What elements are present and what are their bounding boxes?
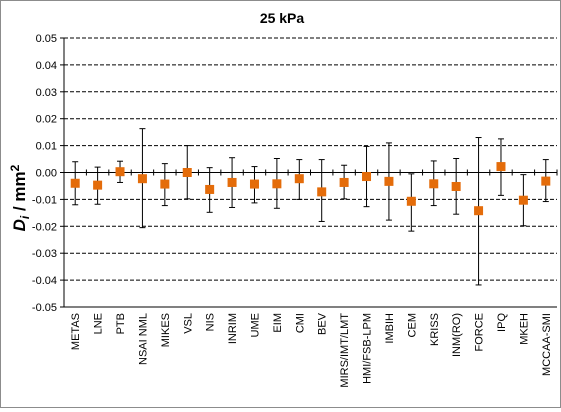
data-point (541, 176, 551, 186)
x-tick-label: IPQ (496, 313, 508, 332)
y-tick-label: -0.03 (32, 248, 57, 260)
data-point (384, 176, 394, 186)
data-point (496, 162, 506, 172)
chart-title: 25 kPa (260, 10, 305, 26)
x-tick-label: EIM (272, 313, 284, 333)
data-point (137, 174, 147, 184)
y-tick-label: -0.02 (32, 221, 57, 233)
y-axis-title-sub: i (18, 215, 32, 219)
gridlines (64, 37, 557, 281)
x-tick-label: NIS (205, 313, 217, 331)
x-tick-label: PTB (115, 313, 127, 334)
x-tick-label: MIRS/IMT/LMT (339, 313, 351, 388)
y-tick-label: -0.01 (32, 194, 57, 206)
x-tick-label: HMI/FSB-LPM (362, 313, 374, 384)
y-tick-labels: 0.05 0.04 0.03 0.02 0.01 0.00 -0.01 -0.02 -0.03 -… (32, 33, 57, 314)
data-point (160, 179, 170, 189)
data-point (429, 179, 439, 189)
data-point (339, 177, 349, 187)
y-tick-label: 0.01 (36, 141, 57, 153)
y-tick-label: -0.04 (32, 275, 57, 287)
data-point (182, 168, 192, 177)
y-axis-title-main: D (10, 219, 29, 231)
svg-text:Di / mm2: Di / mm2 (8, 164, 32, 231)
data-points (70, 162, 551, 216)
data-point (474, 206, 484, 216)
data-point (93, 180, 103, 190)
x-tick-label: CMI (294, 313, 306, 333)
data-point (115, 167, 125, 177)
y-axis-title: Di / mm2 (8, 164, 32, 231)
data-point (272, 179, 282, 189)
data-point (518, 195, 528, 205)
axes (60, 37, 558, 308)
data-point (249, 179, 259, 189)
y-tick-label: 0.00 (36, 168, 57, 180)
y-axis-title-sup: 2 (8, 164, 22, 171)
x-tick-label: IMBIH (384, 313, 396, 344)
x-tick-label: VSL (182, 313, 194, 334)
x-tick-label: UME (249, 313, 261, 337)
x-tick-label: MIKES (160, 313, 172, 347)
data-point (362, 172, 372, 182)
data-point (294, 174, 304, 184)
data-point (317, 187, 327, 197)
x-tick-label: LNE (93, 313, 105, 334)
x-tick-labels: METAS LNE PTB NSAI NML MIKES VSL NIS INRIM UME EI… (70, 312, 553, 387)
y-tick-label: 0.05 (36, 33, 57, 45)
x-tick-label: MCCAA-SMI (541, 313, 553, 376)
y-tick-label: 0.03 (36, 87, 57, 99)
data-point (451, 181, 461, 191)
data-point (406, 196, 416, 206)
x-tick-label: INM(RO) (451, 313, 463, 357)
x-tick-label: FORCE (474, 313, 486, 352)
y-tick-label: 0.02 (36, 114, 57, 126)
data-point (70, 178, 80, 188)
x-tick-label: BEV (317, 312, 329, 335)
data-point (205, 184, 215, 194)
x-tick-label: KRISS (429, 313, 441, 346)
x-tick-label: MKEH (518, 313, 530, 345)
x-tick-label: NSAI NML (137, 313, 149, 365)
y-axis-title-rest: / mm (10, 171, 29, 215)
x-tick-label: INRIM (227, 313, 239, 344)
x-tick-label: CEM (406, 313, 418, 337)
y-tick-label: 0.04 (36, 60, 57, 72)
x-tick-label: METAS (70, 313, 82, 350)
data-point (227, 177, 237, 187)
y-tick-label: -0.05 (32, 302, 57, 314)
